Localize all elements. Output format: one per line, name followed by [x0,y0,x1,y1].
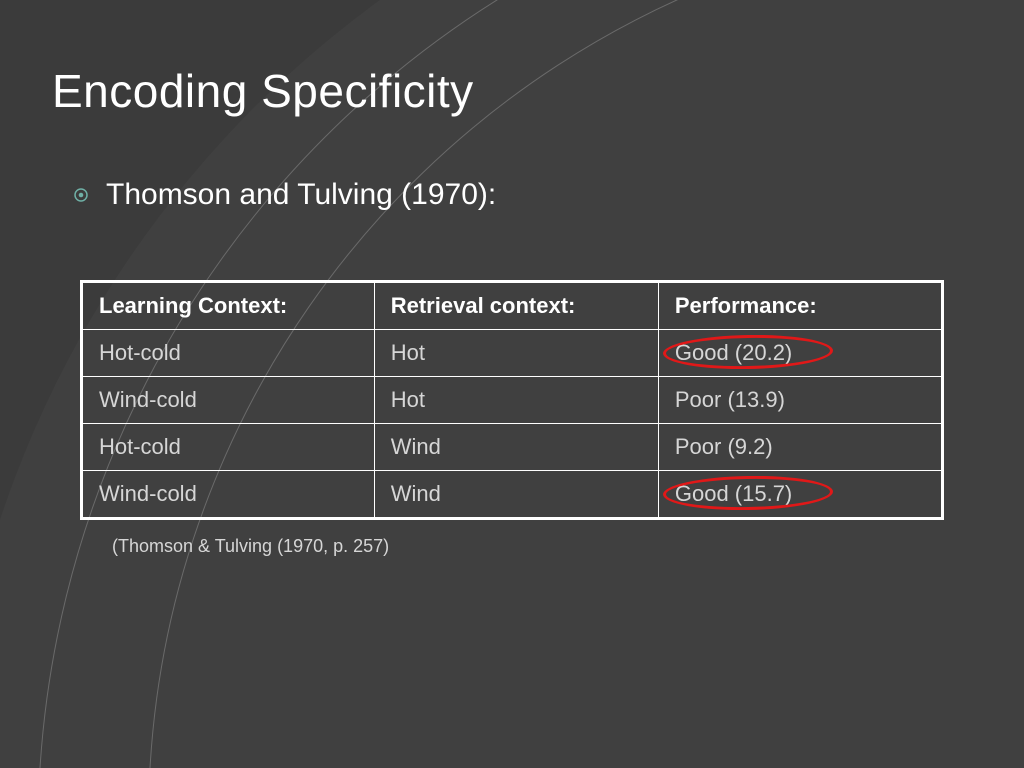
table-cell: Wind [374,471,658,519]
performance-cell: Good (20.2) [658,330,942,377]
table-cell: Wind [374,424,658,471]
target-bullet-icon [74,188,88,202]
table-row: Wind-coldHotPoor (13.9) [82,377,943,424]
column-header: Learning Context: [82,282,375,330]
table-row: Hot-coldHotGood (20.2) [82,330,943,377]
bullet-text: Thomson and Tulving (1970): [106,178,496,212]
slide: Encoding Specificity Thomson and Tulving… [0,0,1024,768]
table-row: Hot-coldWindPoor (9.2) [82,424,943,471]
performance-cell: Poor (13.9) [658,377,942,424]
data-table: Learning Context:Retrieval context:Perfo… [80,280,944,520]
table-cell: Hot-cold [82,424,375,471]
performance-cell: Poor (9.2) [658,424,942,471]
column-header: Performance: [658,282,942,330]
performance-cell: Good (15.7) [658,471,942,519]
citation-text: (Thomson & Tulving (1970, p. 257) [112,536,389,557]
slide-title: Encoding Specificity [52,64,474,118]
table-cell: Hot-cold [82,330,375,377]
table-cell: Hot [374,330,658,377]
bullet-item: Thomson and Tulving (1970): [74,178,496,212]
table-row: Wind-coldWindGood (15.7) [82,471,943,519]
table-cell: Hot [374,377,658,424]
table-cell: Wind-cold [82,471,375,519]
table-cell: Wind-cold [82,377,375,424]
column-header: Retrieval context: [374,282,658,330]
